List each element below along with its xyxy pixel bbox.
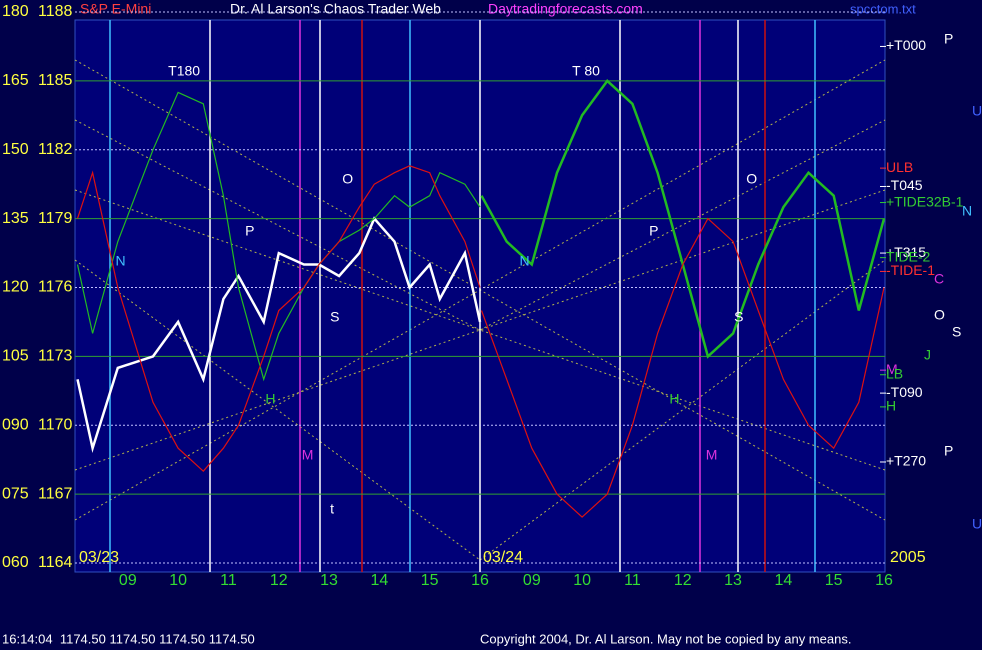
x-tick-label: 12 (674, 572, 692, 589)
x-tick-label: 14 (370, 572, 388, 589)
series-line (76, 216, 482, 454)
y-tick-label: 1176 (38, 279, 73, 296)
level-label: +T315 (886, 244, 926, 260)
y-tick-label: 1164 (38, 554, 73, 571)
level-label: +T000 (886, 37, 926, 53)
level-label: H (886, 398, 896, 414)
x-tick-label: 09 (523, 572, 541, 589)
gann-line (74, 119, 481, 331)
series-line (76, 165, 481, 473)
y2-tick-label: 105 (2, 348, 29, 365)
annotation: M (302, 447, 314, 463)
y-tick-label: 1182 (38, 141, 73, 158)
side-letter: N (962, 203, 972, 219)
x-tick-label: 10 (573, 572, 591, 589)
side-letter: J (924, 347, 931, 363)
x-tick-label: 11 (220, 572, 237, 589)
copyright: Copyright 2004, Dr. Al Larson. May not b… (480, 631, 851, 646)
gann-line (479, 119, 886, 331)
side-letter: P (944, 443, 953, 459)
y2-tick-label: 165 (2, 72, 29, 89)
x-tick-label: 15 (421, 572, 439, 589)
y-tick-label: 1170 (38, 416, 73, 433)
gann-line (479, 259, 886, 561)
level-label: +T270 (886, 453, 926, 469)
level-label: -T045 (886, 177, 923, 193)
date-label: 03/24 (483, 549, 523, 566)
annotation: M (706, 447, 718, 463)
level-label: TIDE-2 (886, 248, 931, 264)
side-letter: S (952, 324, 961, 340)
x-tick-label: 13 (724, 572, 742, 589)
y2-tick-label: 060 (2, 554, 29, 571)
gann-line (74, 259, 481, 561)
y-tick-label: 1179 (38, 210, 73, 227)
level-label: +TIDE32B-1 (886, 193, 964, 209)
annotation: O (746, 171, 757, 187)
y-tick-label: 1185 (38, 72, 73, 89)
site: Daytradingforecasts.com (488, 1, 643, 17)
y2-tick-label: 075 (2, 485, 29, 502)
file-name: spcctom.txt (850, 1, 916, 16)
annotation: H (669, 391, 679, 407)
annotation: O (342, 171, 353, 187)
y2-tick-label: 150 (2, 141, 29, 158)
y2-tick-label: 180 (2, 3, 29, 20)
y2-tick-label: 120 (2, 279, 29, 296)
annotation: S (734, 309, 743, 325)
y2-tick-label: 135 (2, 210, 29, 227)
series-line (480, 217, 885, 518)
level-label: -T090 (886, 384, 923, 400)
annotation: N (520, 253, 530, 269)
x-tick-label: 13 (320, 572, 338, 589)
annotation: N (116, 253, 126, 269)
title: Dr. Al Larson's Chaos Trader Web (230, 1, 441, 17)
x-tick-label: 14 (774, 572, 792, 589)
quote: 16:14:04 1174.50 1174.50 1174.50 1174.50 (2, 631, 255, 646)
annotation: S (330, 309, 339, 325)
annotation: t (330, 501, 334, 517)
annotation: H (265, 391, 275, 407)
level-label: LB (886, 365, 903, 381)
x-tick-label: 11 (624, 572, 641, 589)
level-label: ULB (886, 159, 913, 175)
x-tick-label: 10 (169, 572, 187, 589)
side-letter: C (934, 271, 944, 287)
x-tick-label: 12 (270, 572, 288, 589)
side-letter: U (972, 516, 982, 532)
year-label: 2005 (890, 549, 926, 566)
y-tick-label: 1173 (38, 348, 73, 365)
y-tick-label: 1188 (38, 3, 73, 20)
annotation: T 80 (572, 63, 600, 79)
side-letter: P (944, 31, 953, 47)
instrument: S&P E-Mini (80, 1, 151, 17)
side-letter: O (934, 307, 945, 323)
date-label: 03/23 (79, 549, 119, 566)
annotation: T180 (168, 63, 200, 79)
annotation: P (649, 223, 658, 239)
x-tick-label: 15 (825, 572, 843, 589)
x-tick-label: 16 (471, 572, 489, 589)
level-label: -TIDE-1 (886, 262, 935, 278)
x-tick-label: 16 (875, 572, 893, 589)
x-tick-label: 09 (119, 572, 137, 589)
y-tick-label: 1167 (38, 485, 73, 502)
level-label: M (886, 361, 898, 377)
side-letter: U (972, 103, 982, 119)
annotation: P (245, 223, 254, 239)
time-lines (109, 20, 816, 572)
y2-tick-label: 090 (2, 416, 29, 433)
